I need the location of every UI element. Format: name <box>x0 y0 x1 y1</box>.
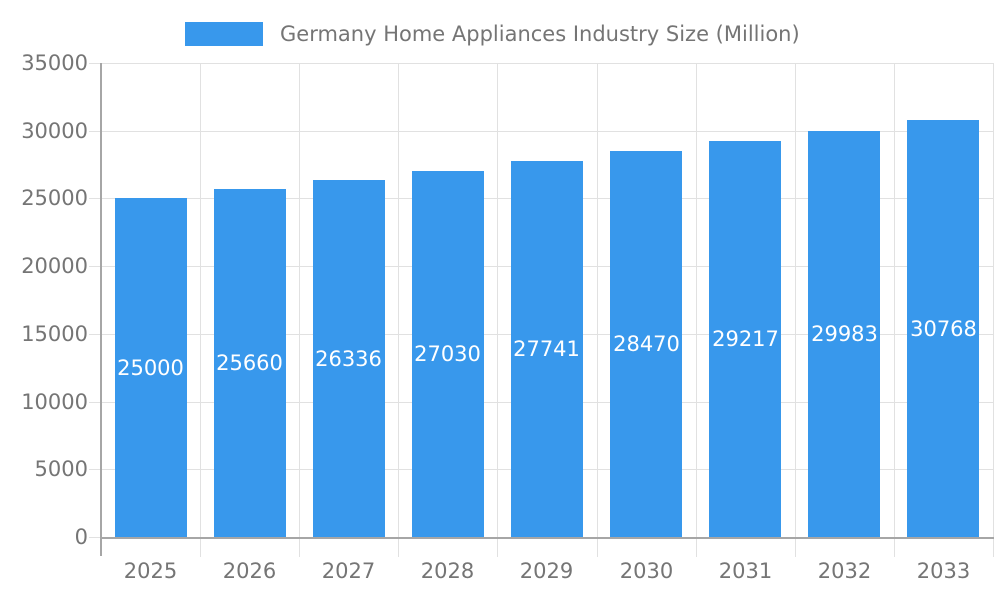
legend-swatch <box>185 22 263 46</box>
x-axis-tick-label: 2027 <box>321 559 376 583</box>
chart-legend: Germany Home Appliances Industry Size (M… <box>185 18 800 50</box>
bar-value-label: 25660 <box>216 351 283 375</box>
x-gridline <box>894 63 895 557</box>
x-axis-tick-label: 2030 <box>619 559 674 583</box>
x-gridline <box>696 63 697 557</box>
x-gridline <box>795 63 796 557</box>
bar-value-label: 28470 <box>613 332 680 356</box>
bar-value-label: 30768 <box>910 317 977 341</box>
bar-value-label: 29983 <box>811 322 878 346</box>
bar-value-label: 25000 <box>117 356 184 380</box>
y-axis-tick <box>89 266 101 267</box>
y-axis-tick-label: 5000 <box>34 457 88 481</box>
bar-2030[interactable] <box>610 151 682 537</box>
bar-2032[interactable] <box>808 131 880 537</box>
y-axis-tick <box>89 63 101 64</box>
y-axis-tick-label: 35000 <box>21 51 88 75</box>
x-axis-line <box>100 537 994 539</box>
y-axis-tick-label: 10000 <box>21 390 88 414</box>
bar-2025[interactable] <box>115 198 187 537</box>
x-axis-tick-label: 2031 <box>718 559 773 583</box>
bar-2033[interactable] <box>907 120 979 537</box>
y-gridline <box>101 63 993 64</box>
bar-2026[interactable] <box>214 189 286 537</box>
y-axis-tick-label: 30000 <box>21 119 88 143</box>
x-gridline <box>200 63 201 557</box>
y-axis-tick <box>89 402 101 403</box>
y-axis-line <box>100 63 102 556</box>
y-axis-tick <box>89 334 101 335</box>
legend-label: Germany Home Appliances Industry Size (M… <box>280 22 800 46</box>
y-axis-tick <box>89 131 101 132</box>
y-axis-tick-label: 0 <box>74 525 88 549</box>
y-gridline <box>101 131 993 132</box>
y-axis-tick-label: 25000 <box>21 186 88 210</box>
x-axis-tick-label: 2029 <box>519 559 574 583</box>
x-gridline <box>398 63 399 557</box>
bar-2031[interactable] <box>709 141 781 537</box>
bar-2027[interactable] <box>313 180 385 537</box>
y-axis-tick-label: 15000 <box>21 322 88 346</box>
x-axis-tick-label: 2028 <box>420 559 475 583</box>
bar-value-label: 27030 <box>414 342 481 366</box>
x-axis-tick-label: 2033 <box>916 559 971 583</box>
x-gridline <box>299 63 300 557</box>
bar-value-label: 27741 <box>513 337 580 361</box>
x-axis-tick-label: 2026 <box>222 559 277 583</box>
x-axis-tick-label: 2032 <box>817 559 872 583</box>
y-axis-tick-label: 20000 <box>21 254 88 278</box>
bar-2028[interactable] <box>412 171 484 537</box>
x-gridline <box>993 63 994 557</box>
x-axis-tick-label: 2025 <box>123 559 178 583</box>
x-gridline <box>597 63 598 557</box>
x-gridline <box>497 63 498 557</box>
bar-value-label: 26336 <box>315 347 382 371</box>
bar-value-label: 29217 <box>712 327 779 351</box>
y-axis-tick <box>89 469 101 470</box>
bar-2029[interactable] <box>511 161 583 537</box>
y-axis-tick <box>89 537 101 538</box>
y-axis-tick <box>89 198 101 199</box>
